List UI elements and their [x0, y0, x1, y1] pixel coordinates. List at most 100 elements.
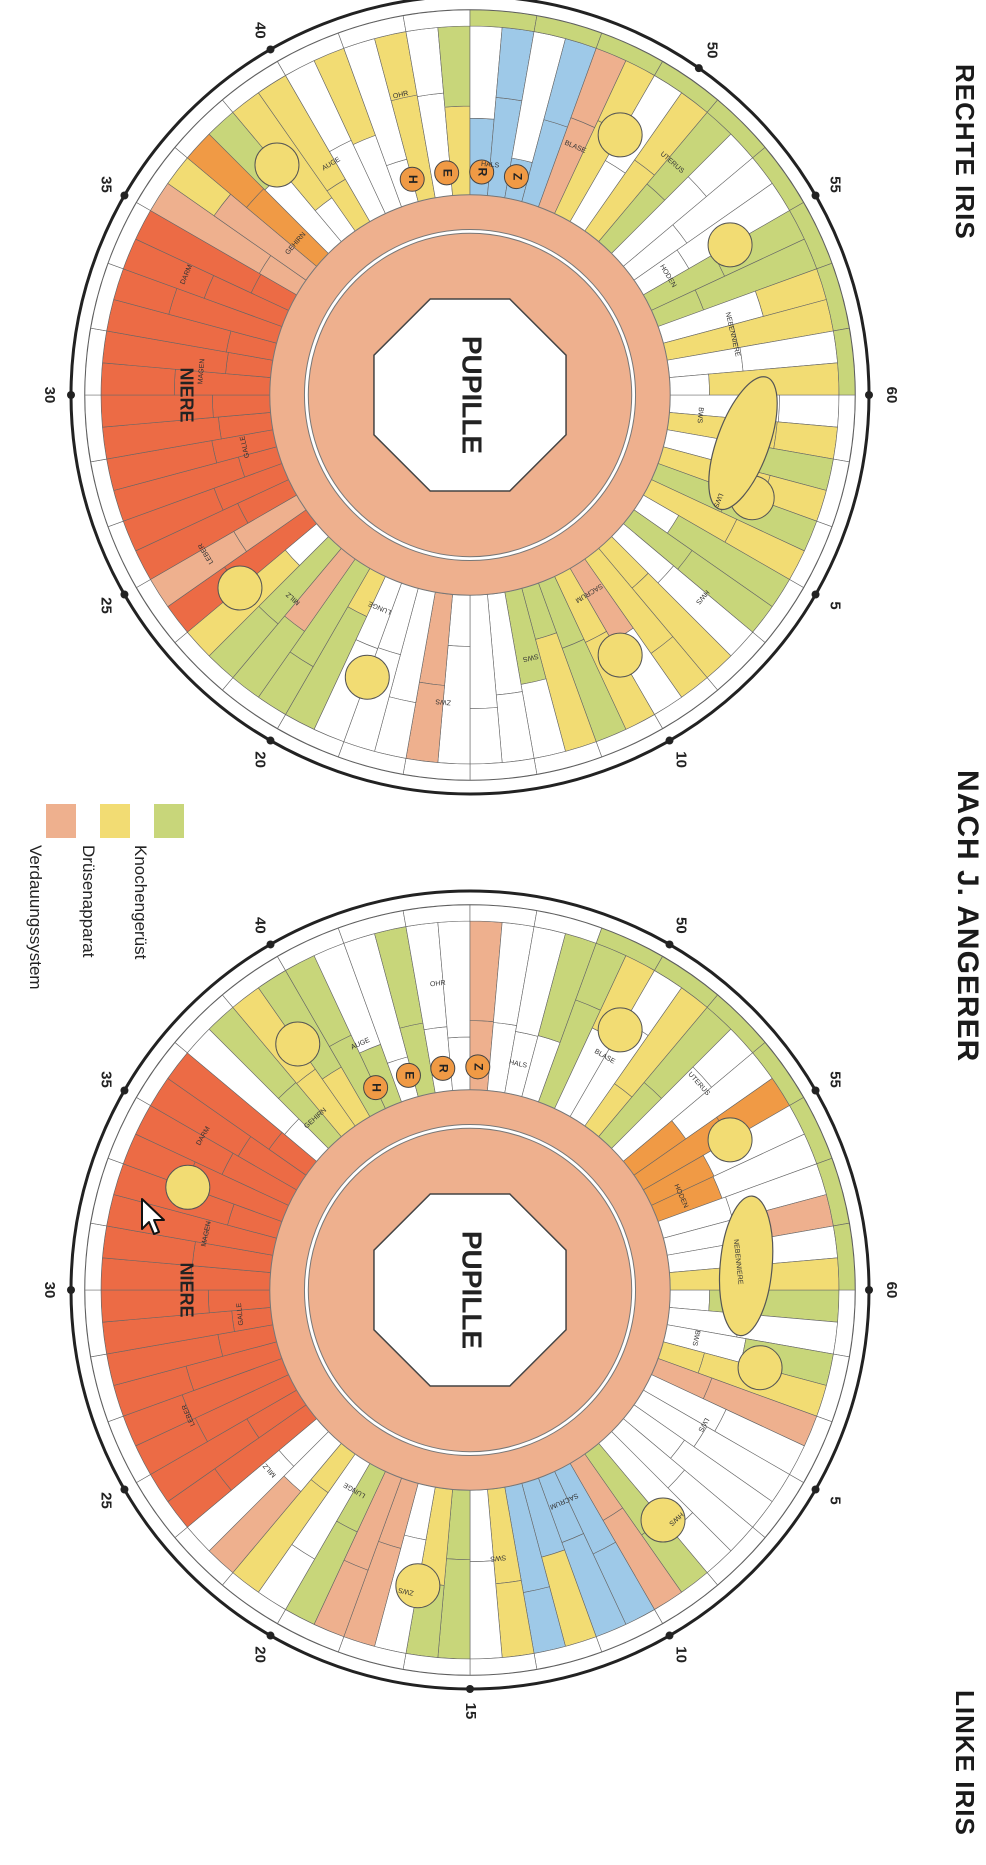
clock-number: 50 [673, 917, 690, 934]
zone-label: NEBENNIERE [732, 1239, 744, 1285]
pupil-label: PUPILLE [457, 1231, 488, 1349]
heart-letter-circle [399, 166, 425, 192]
clock-number: 5 [827, 601, 844, 609]
heart-letter-circle [434, 160, 460, 186]
clock-number: 35 [97, 176, 114, 193]
clock-number: 40 [252, 22, 269, 39]
legend-swatch-gland [100, 804, 130, 838]
zone-label: GALLE [239, 435, 251, 459]
zone-label: BWS [696, 407, 704, 424]
zone-label: SWS [522, 652, 539, 662]
clock-dot [665, 1631, 674, 1640]
clock-number: 30 [41, 1282, 58, 1299]
zone-label: ZWS [435, 697, 451, 705]
clock-dot [811, 191, 820, 200]
clock-number: 20 [252, 751, 269, 768]
organ-label-niere: NIERE [176, 1262, 196, 1317]
zone-label: HALS [481, 161, 500, 170]
clock-number: 55 [827, 1071, 844, 1088]
clock-number: 35 [97, 1071, 114, 1088]
spleen-oval [708, 376, 778, 511]
clock-dot [120, 590, 129, 599]
gland-circle [395, 1563, 441, 1609]
gland-circle [707, 222, 753, 268]
gland-circle [217, 565, 263, 611]
clock-dot [811, 1086, 820, 1095]
clock-number: 15 [462, 1703, 479, 1720]
clock-dot [67, 1286, 75, 1294]
clock-dot [266, 736, 275, 745]
heart-letter: H [406, 175, 420, 184]
clock-dot [665, 736, 674, 745]
heart-letter-circle [469, 159, 495, 185]
spleen-oval [718, 1195, 774, 1337]
clock-dot [865, 1286, 873, 1294]
clock-number: 10 [673, 751, 690, 768]
outer-band-segment [833, 327, 856, 396]
mouse-cursor-icon [141, 1198, 165, 1235]
heart-letter-circle [465, 1054, 491, 1080]
clock-number: 40 [252, 917, 269, 934]
zone-label: HALS [508, 1059, 528, 1070]
clock-number: 60 [883, 387, 900, 404]
heart-letter: H [369, 1083, 383, 1092]
heart-letter-circle [430, 1055, 456, 1081]
gland-circle [707, 1117, 753, 1163]
clock-number: 10 [673, 1646, 690, 1663]
zone-label: OHR [392, 90, 409, 100]
clock-dot [811, 590, 820, 599]
clock-number: 50 [704, 42, 721, 59]
clock-dot [266, 45, 275, 54]
clock-dot [865, 391, 873, 399]
gland-circle [344, 654, 390, 700]
clock-dot [665, 940, 674, 949]
heart-letter: E [402, 1071, 416, 1079]
zone-label: GALLE [236, 1302, 245, 1326]
clock-dot [67, 391, 75, 399]
gland-circle [640, 1497, 686, 1543]
gland-circle [737, 1345, 783, 1391]
zone-label: ZWS [397, 1586, 414, 1596]
heart-letter: R [476, 168, 490, 177]
clock-number: 30 [41, 387, 58, 404]
gland-circle [254, 142, 300, 188]
gland-circle [597, 112, 643, 158]
pupil [373, 298, 567, 492]
gland-circle [275, 1021, 321, 1067]
zone-label: MAGEN [197, 358, 206, 384]
heart-letter: Z [510, 173, 524, 180]
clock-number: 60 [883, 1282, 900, 1299]
clock-dot [266, 1631, 275, 1640]
pupil [373, 1193, 567, 1387]
pupil-label: PUPILLE [457, 336, 488, 454]
clock-dot [120, 1086, 129, 1095]
zone-label: BWS [690, 1329, 700, 1346]
clock-number: 5 [827, 1496, 844, 1504]
heart-letter: R [437, 1064, 451, 1073]
heart-letter: Z [472, 1063, 486, 1070]
heart-letter-circle [395, 1062, 421, 1088]
zone-label: OHR [430, 980, 446, 989]
clock-number: 55 [827, 176, 844, 193]
clock-dot [120, 191, 129, 200]
heart-letter-circle [363, 1075, 389, 1101]
outer-band-segment [833, 1222, 856, 1291]
clock-dot [266, 940, 275, 949]
gland-circle [597, 1007, 643, 1053]
clock-number: 20 [252, 1646, 269, 1663]
organ-label-niere: NIERE [176, 367, 196, 422]
clock-dot [811, 1485, 820, 1494]
clock-dot [694, 64, 703, 73]
clock-number: 25 [97, 1492, 114, 1509]
clock-dot [466, 1685, 474, 1693]
heart-letter-circle [503, 164, 529, 190]
clock-number: 25 [97, 597, 114, 614]
clock-dot [120, 1485, 129, 1494]
gland-circle [597, 632, 643, 678]
legend-swatch-digestion [46, 804, 76, 838]
zone-label: SWS [490, 1553, 507, 1562]
gland-circle [165, 1164, 211, 1210]
